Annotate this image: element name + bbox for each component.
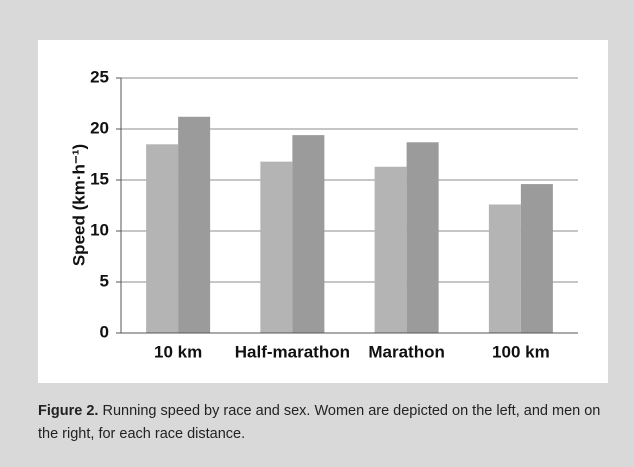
y-tick-label: 10 (90, 220, 109, 239)
caption-text: Running speed by race and sex. Women are… (38, 403, 601, 442)
caption-label: Figure 2. (38, 403, 99, 419)
x-tick-label: 100 km (492, 342, 550, 361)
bar (406, 142, 439, 333)
x-tick-label: 10 km (154, 342, 202, 361)
caption: Figure 2. Running speed by race and sex.… (38, 400, 608, 446)
bar (520, 184, 553, 333)
bar (260, 161, 293, 333)
bar (178, 116, 211, 333)
y-tick-label: 5 (100, 271, 109, 290)
bar (488, 204, 521, 333)
y-tick-label: 0 (100, 322, 109, 341)
x-tick-label: Half-marathon (235, 342, 350, 361)
bar (292, 135, 325, 333)
y-tick-label: 20 (90, 118, 109, 137)
bar (374, 166, 407, 333)
y-axis-label: Speed (km·h⁻¹) (69, 144, 88, 266)
y-tick-label: 15 (90, 169, 109, 188)
x-tick-label: Marathon (368, 342, 445, 361)
bar (146, 144, 179, 333)
y-tick-label: 25 (90, 67, 109, 86)
